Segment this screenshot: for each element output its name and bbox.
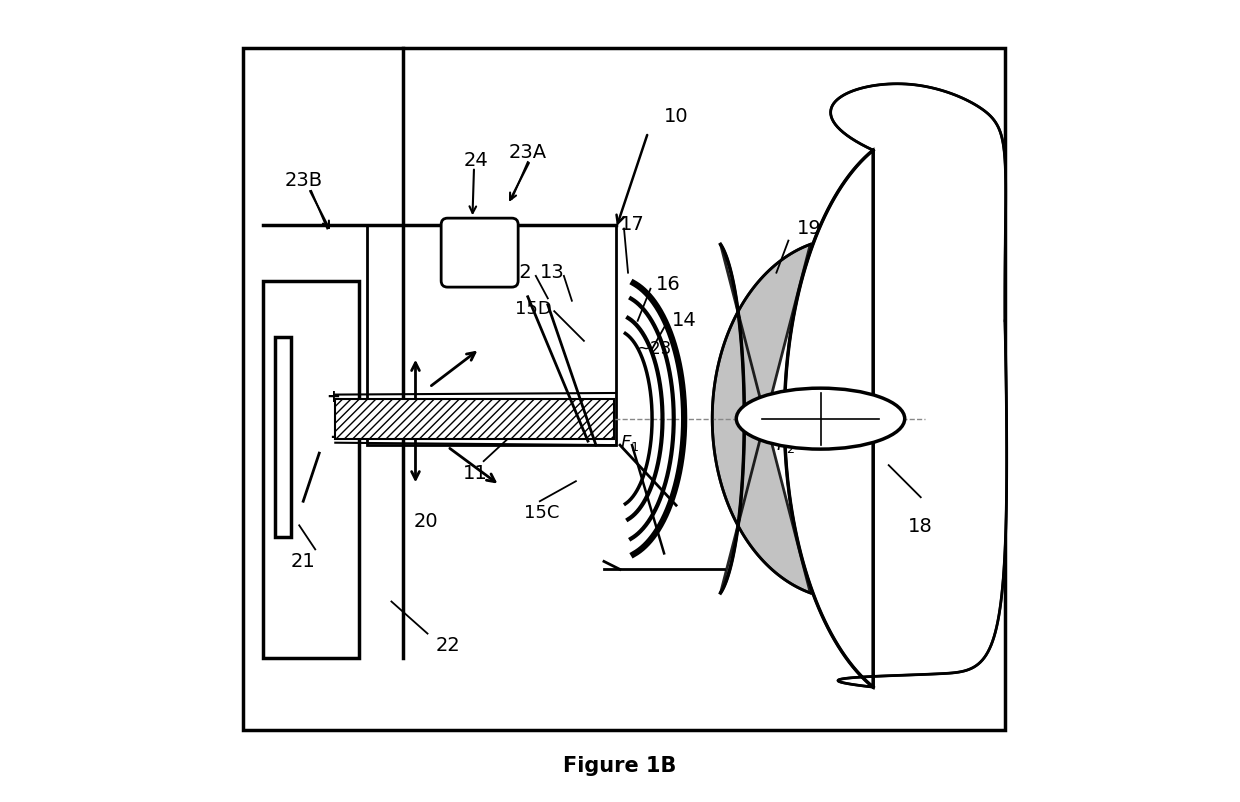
Text: ~23: ~23: [636, 340, 671, 358]
Bar: [335, 399, 614, 439]
FancyBboxPatch shape: [441, 218, 518, 287]
Text: 17: 17: [620, 215, 645, 234]
Text: 16: 16: [656, 275, 681, 294]
Text: 15C: 15C: [523, 504, 559, 522]
Text: $F_2$: $F_2$: [776, 435, 796, 455]
Text: 21: 21: [291, 552, 316, 571]
Text: 19: 19: [796, 219, 821, 238]
Polygon shape: [785, 83, 1007, 687]
Bar: [263, 281, 360, 658]
Text: 15D: 15D: [515, 300, 552, 318]
Text: 23B: 23B: [284, 171, 322, 190]
Text: 24: 24: [464, 151, 489, 170]
Text: 18: 18: [909, 517, 934, 537]
Text: 13: 13: [539, 263, 564, 282]
Text: 11: 11: [464, 464, 489, 483]
Ellipse shape: [737, 388, 905, 449]
Text: 10: 10: [665, 107, 688, 126]
Bar: [367, 225, 616, 445]
Text: 20: 20: [414, 512, 438, 531]
Polygon shape: [712, 245, 810, 593]
Bar: [243, 48, 1004, 730]
Bar: [275, 337, 291, 537]
Text: +: +: [327, 388, 341, 406]
Bar: [335, 399, 614, 439]
Text: -: -: [330, 428, 337, 446]
Text: 22: 22: [435, 636, 460, 655]
Text: Figure 1B: Figure 1B: [563, 756, 677, 776]
Text: $F_1$: $F_1$: [620, 433, 640, 452]
Text: 14: 14: [672, 311, 697, 330]
Text: 23A: 23A: [508, 143, 547, 162]
Text: 12: 12: [507, 263, 532, 282]
